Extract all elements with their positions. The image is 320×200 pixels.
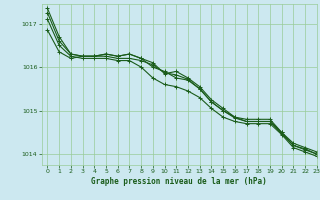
X-axis label: Graphe pression niveau de la mer (hPa): Graphe pression niveau de la mer (hPa) [91,177,267,186]
